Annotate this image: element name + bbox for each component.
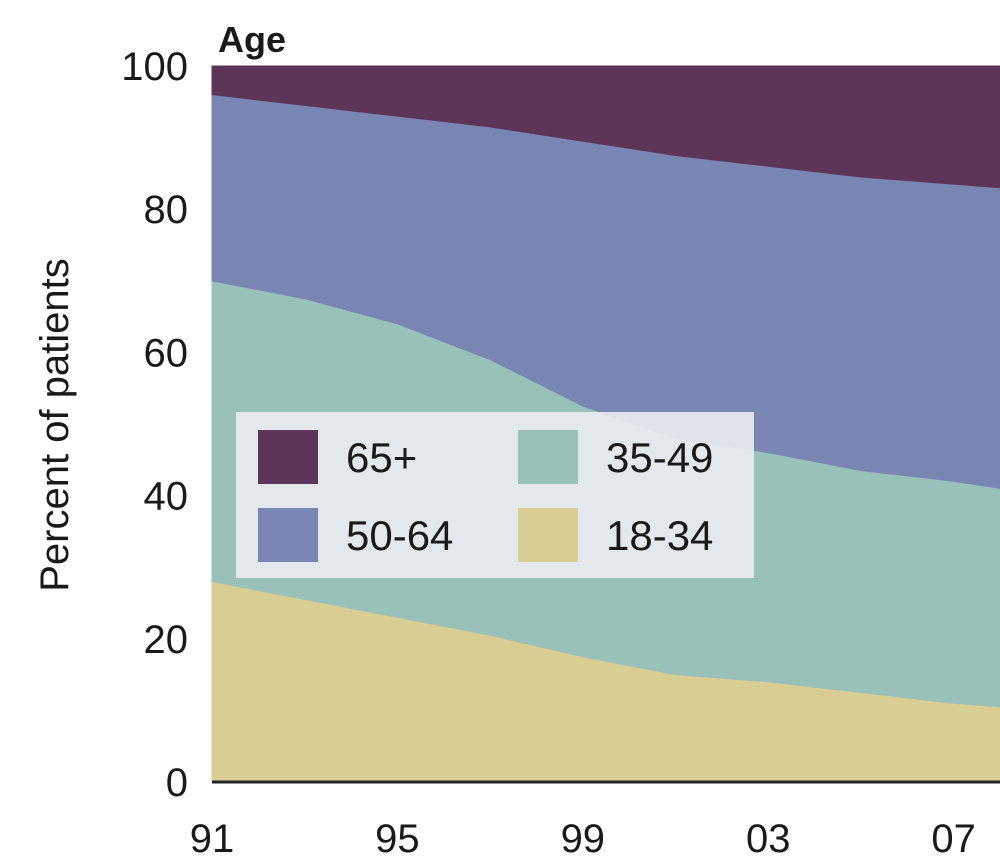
legend-label: 65+ <box>346 434 417 481</box>
legend-box <box>236 412 754 578</box>
x-tick-label: 99 <box>561 817 606 861</box>
area-65plus <box>211 65 1000 189</box>
legend-swatch <box>518 508 578 562</box>
x-tick-label: 07 <box>931 817 976 861</box>
legend-swatch <box>518 430 578 484</box>
y-tick-label: 0 <box>166 761 188 805</box>
y-tick-label: 100 <box>121 45 188 89</box>
legend-item: 35-49 <box>518 430 713 484</box>
y-tick-label: 40 <box>144 475 189 519</box>
x-tick-label: 91 <box>190 817 235 861</box>
legend-item: 18-34 <box>518 508 713 562</box>
axis-layer: 0 20 40 60 80 100 91 95 99 03 07 <box>121 45 1000 861</box>
legend-label: 35-49 <box>606 434 713 481</box>
y-tick-label: 20 <box>144 618 189 662</box>
legend-item: 50-64 <box>258 508 453 562</box>
x-tick-label: 95 <box>375 817 420 861</box>
legend-item: 65+ <box>258 430 417 484</box>
x-tick-label: 03 <box>746 817 791 861</box>
y-tick-label: 80 <box>144 188 189 232</box>
legend-label: 18-34 <box>606 512 713 559</box>
chart-title: Age <box>218 19 286 60</box>
legend-label: 50-64 <box>346 512 453 559</box>
y-tick-label: 60 <box>144 331 189 375</box>
legend: 65+ 35-49 50-64 18-34 <box>236 412 754 578</box>
legend-swatch <box>258 508 318 562</box>
y-axis-label: Percent of patients <box>33 258 77 592</box>
legend-swatch <box>258 430 318 484</box>
